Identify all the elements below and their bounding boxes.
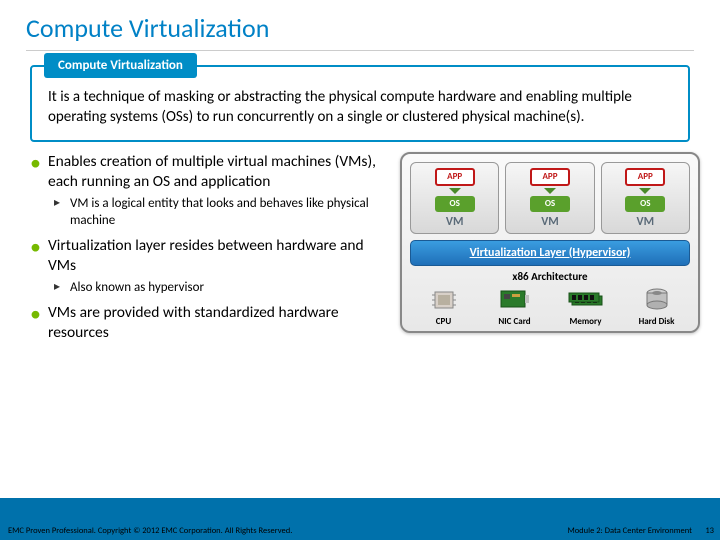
footer-module: Module 2: Data Center Environment	[567, 526, 692, 536]
bullet-item: VMs are provided with standardized hardw…	[30, 303, 392, 343]
hw-label: CPU	[436, 316, 451, 327]
app-label: APP	[435, 168, 475, 186]
hardware-row: CPU NIC Card Memory	[410, 286, 690, 327]
hw-label: NIC Card	[498, 316, 530, 327]
arrow-down-icon	[639, 188, 651, 194]
sub-bullet-list: VM is a logical entity that looks and be…	[54, 196, 392, 230]
footer-copyright: EMC Proven Professional. Copyright © 201…	[8, 526, 292, 536]
footer-page: 13	[705, 526, 714, 536]
sub-bullet-list: Also known as hypervisor	[54, 280, 392, 297]
architecture-label: x86 Architecture	[410, 270, 690, 283]
sub-bullet-item: VM is a logical entity that looks and be…	[54, 196, 392, 230]
vm-box: APP OS VM	[601, 162, 690, 234]
os-label: OS	[530, 196, 570, 212]
page-title: Compute Virtualization	[0, 0, 720, 50]
arrow-down-icon	[544, 188, 556, 194]
diagram-column: APP OS VM APP OS VM APP OS VM	[400, 152, 700, 350]
bullet-item: Virtualization layer resides between har…	[30, 236, 392, 297]
bullets-column: Enables creation of multiple virtual mac…	[30, 152, 392, 350]
hw-cpu: CPU	[410, 286, 477, 327]
definition-text: It is a technique of masking or abstract…	[48, 87, 672, 128]
vm-box: APP OS VM	[505, 162, 594, 234]
bullet-text: Enables creation of multiple virtual mac…	[48, 152, 376, 191]
vm-box: APP OS VM	[410, 162, 499, 234]
hw-disk: Hard Disk	[623, 286, 690, 327]
disk-icon	[637, 286, 677, 314]
sub-bullet-item: Also known as hypervisor	[54, 280, 392, 297]
hw-label: Hard Disk	[639, 316, 675, 327]
vm-row: APP OS VM APP OS VM APP OS VM	[410, 162, 690, 234]
title-underline	[26, 50, 694, 51]
hw-memory: Memory	[552, 286, 619, 327]
os-label: OS	[625, 196, 665, 212]
app-label: APP	[625, 168, 665, 186]
os-label: OS	[435, 196, 475, 212]
vm-label: VM	[541, 215, 559, 229]
architecture-box: APP OS VM APP OS VM APP OS VM	[400, 152, 700, 333]
bullet-text: Virtualization layer resides between har…	[48, 236, 364, 275]
content-row: Enables creation of multiple virtual mac…	[0, 152, 720, 350]
memory-icon	[566, 286, 606, 314]
nic-icon	[495, 286, 535, 314]
definition-box: Compute Virtualization It is a technique…	[30, 65, 690, 142]
arrow-down-icon	[449, 188, 461, 194]
bullet-text: VMs are provided with standardized hardw…	[48, 303, 339, 342]
hw-nic: NIC Card	[481, 286, 548, 327]
app-label: APP	[530, 168, 570, 186]
hw-label: Memory	[569, 316, 601, 327]
hypervisor-bar: Virtualization Layer (Hypervisor)	[410, 240, 690, 266]
bullet-list: Enables creation of multiple virtual mac…	[30, 152, 392, 344]
definition-badge: Compute Virtualization	[44, 53, 197, 78]
cpu-icon	[424, 286, 464, 314]
vm-label: VM	[446, 215, 464, 229]
vm-label: VM	[637, 215, 655, 229]
bullet-item: Enables creation of multiple virtual mac…	[30, 152, 392, 230]
